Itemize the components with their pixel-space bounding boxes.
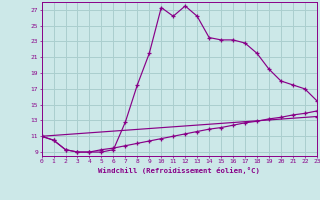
X-axis label: Windchill (Refroidissement éolien,°C): Windchill (Refroidissement éolien,°C): [98, 167, 260, 174]
